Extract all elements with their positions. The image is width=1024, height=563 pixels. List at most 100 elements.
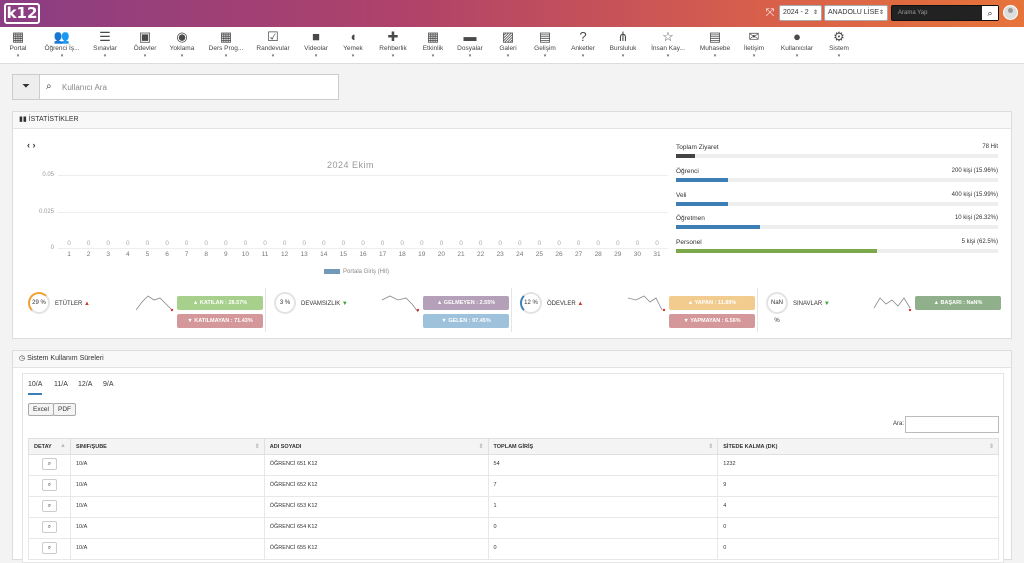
- sparkline-end-dot: [908, 308, 912, 312]
- menu-item-19[interactable]: ● Kullanıcılar ▾: [775, 30, 819, 60]
- k12-logo[interactable]: k12: [4, 3, 40, 24]
- y-tick-label: 0.025: [38, 209, 54, 215]
- sort-icon: ⇕: [708, 444, 714, 450]
- visit-stat-label: Öğretmen: [676, 215, 705, 222]
- menu-item-14[interactable]: ? Anketler ▾: [561, 30, 605, 60]
- tab-10a[interactable]: 10/A: [28, 377, 43, 395]
- usage-table: DETAY ▲ SINIF/ŞUBE ⇕ ADI SOYADI ⇕ TOPLAM GİRİŞ…: [28, 438, 999, 560]
- menu-item-6[interactable]: ☑ Randevular ▾: [251, 30, 295, 60]
- chart-legend[interactable]: Portala Giriş (Hit): [324, 269, 389, 275]
- chevron-down-icon: ▾: [224, 53, 228, 59]
- sparkline-path: [136, 295, 173, 311]
- menu-item-12[interactable]: ▨ Galeri ▾: [486, 30, 530, 60]
- tab-9a[interactable]: 9/A: [103, 381, 114, 388]
- visit-stat-row: Öğretmen 10 kişi (26.32%): [676, 215, 998, 231]
- table-row: ⌕ 10/A ÖĞRENCİ 651 K12 54 1232: [28, 454, 999, 476]
- column-header[interactable]: SINIF/ŞUBE ⇕: [69, 438, 265, 455]
- top-bar: k12 ⤧ 2024 - 2 ⇕ ANADOLU LİSE ⇕ Arama Yap ⌕: [0, 0, 1024, 27]
- chevron-down-icon: ▾: [666, 53, 670, 59]
- menu-icon-0: ▦: [11, 29, 25, 44]
- menu-item-9[interactable]: ✚ Rehberlik ▾: [371, 29, 415, 60]
- menu-item-7[interactable]: ■ Videolar ▾: [294, 29, 338, 60]
- detail-button[interactable]: ⌕: [41, 500, 57, 512]
- menu-item-8[interactable]: ◖ Yemek ▾: [331, 29, 375, 60]
- menu-item-20[interactable]: ⚙ Sistem ▾: [817, 29, 861, 60]
- column-header[interactable]: TOPLAM GİRİŞ ⇕: [487, 438, 719, 455]
- detail-cell: ⌕: [28, 454, 71, 476]
- arrow-down-icon: ▼: [822, 301, 830, 307]
- x-tick-label: 11: [261, 251, 269, 258]
- menu-item-13[interactable]: ▤ Gelişim ▾: [523, 30, 567, 60]
- search-icon[interactable]: ⌕: [982, 6, 998, 20]
- menu-item-0[interactable]: ▦ Portal ▾: [0, 29, 40, 60]
- detail-button[interactable]: ⌕: [41, 542, 57, 554]
- data-label: 0: [282, 240, 287, 247]
- menu-label-18: İletişim: [743, 45, 765, 52]
- sparkline-path: [628, 295, 663, 311]
- kpi-pill-secondary: ▼ YAPMAYAN : 6.56%: [669, 314, 755, 328]
- excel-button[interactable]: Excel: [28, 403, 54, 416]
- column-header[interactable]: ADI SOYADI ⇕: [263, 438, 489, 455]
- menu-label-7: Videolar: [304, 45, 328, 52]
- school-select[interactable]: ANADOLU LİSE ⇕: [824, 5, 888, 21]
- progress-fill: [676, 249, 878, 253]
- detail-cell: ⌕: [28, 475, 71, 497]
- table-search-input[interactable]: [905, 416, 999, 433]
- menu-label-13: Gelişim: [534, 45, 556, 52]
- data-label: 0: [635, 240, 640, 247]
- menu-item-10[interactable]: ▦ Etkinlik ▾: [411, 30, 455, 60]
- kpi-label: ETÜTLER ▲: [55, 301, 90, 307]
- data-label: 0: [400, 240, 404, 247]
- data-label: 0: [419, 240, 424, 247]
- detail-button[interactable]: ⌕: [41, 458, 57, 470]
- detail-button[interactable]: ⌕: [41, 479, 57, 491]
- menu-item-11[interactable]: ▬ Dosyalar ▾: [448, 30, 492, 60]
- visit-stat-row: Toplam Ziyaret 78 Hit: [676, 144, 998, 160]
- menu-icon-9: ✚: [387, 29, 399, 44]
- data-label: 0: [576, 240, 581, 247]
- chevron-down-icon: ▾: [795, 53, 799, 59]
- column-header[interactable]: SİTEDE KALMA (DK) ⇕: [717, 438, 999, 455]
- menu-item-2[interactable]: ☰ Sınavlar ▾: [83, 30, 127, 60]
- x-tick-label: 23: [496, 251, 504, 258]
- menu-icon-1: 👥: [53, 29, 71, 44]
- sort-icon: ⇕: [478, 444, 484, 450]
- year-select[interactable]: 2024 - 2 ⇕: [779, 5, 822, 21]
- chart-nav-arrows[interactable]: ‹ ›: [27, 140, 36, 150]
- chevron-down-icon: ▾: [468, 53, 472, 59]
- chevron-down-icon: ▾: [391, 53, 395, 59]
- menu-item-1[interactable]: 👥 Öğrenci İş... ▾: [40, 29, 84, 60]
- menu-label-19: Kullanıcılar: [780, 45, 814, 52]
- detail-button[interactable]: ⌕: [41, 521, 57, 533]
- menu-item-4[interactable]: ◉ Yoklama ▾: [160, 30, 204, 60]
- menu-item-17[interactable]: ▤ Muhasebe ▾: [693, 30, 737, 60]
- menu-label-1: Öğrenci İş...: [44, 45, 80, 52]
- table-cell: ÖĞRENCİ 654 K12: [263, 517, 489, 539]
- x-tick-label: 17: [378, 251, 387, 258]
- filter-icon[interactable]: ⏷: [13, 75, 40, 99]
- tab-12a[interactable]: 12/A: [78, 381, 93, 388]
- user-avatar[interactable]: [1003, 5, 1018, 20]
- menu-item-3[interactable]: ▣ Ödevler ▾: [123, 30, 167, 60]
- tab-11a[interactable]: 11/A: [54, 381, 68, 388]
- menu-item-15[interactable]: ⋔ Bursluluk ▾: [601, 30, 645, 60]
- column-header[interactable]: DETAY ▲: [28, 438, 71, 455]
- user-search-input[interactable]: Kullanıcı Ara: [62, 83, 107, 92]
- sort-icon: ⇕: [254, 444, 260, 450]
- table-cell: 1232: [717, 454, 999, 476]
- menu-item-5[interactable]: ▦ Ders Prog... ▾: [204, 30, 248, 60]
- expand-icon[interactable]: ⤧: [765, 7, 775, 19]
- menu-icon-7: ■: [312, 29, 320, 44]
- menu-icon-8: ◖: [349, 29, 357, 44]
- menu-item-18[interactable]: ✉ İletişim ▾: [732, 30, 776, 60]
- x-tick-label: 30: [633, 251, 641, 258]
- global-search-input[interactable]: Arama Yap ⌕: [891, 5, 999, 21]
- menu-icon-20: ⚙: [833, 29, 845, 44]
- menu-item-16[interactable]: ☆ İnsan Kay... ▾: [646, 30, 690, 60]
- table-cell: 10/A: [69, 454, 265, 476]
- visit-stat-value: 400 kişi (15.99%): [951, 192, 998, 198]
- visit-stat-label: Toplam Ziyaret: [676, 144, 719, 151]
- table-search-label: Ara:: [893, 421, 905, 427]
- pdf-button[interactable]: PDF: [53, 403, 76, 416]
- menu-label-11: Dosyalar: [457, 45, 483, 52]
